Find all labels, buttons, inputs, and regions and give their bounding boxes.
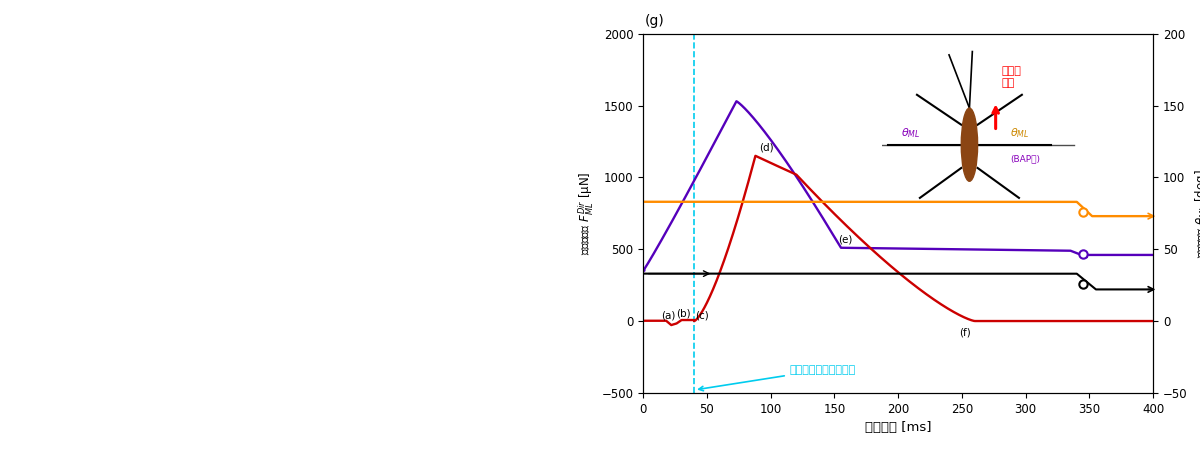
Text: (f): (f) [960,327,971,337]
Text: (d): (d) [760,142,774,152]
Text: (c): (c) [696,310,709,320]
Text: (g): (g) [644,14,664,28]
Text: 仲脚がプローブに接触: 仲脚がプローブに接触 [698,365,856,391]
Y-axis label: 中脚の角度 $\theta_{ML}$ [deg]: 中脚の角度 $\theta_{ML}$ [deg] [1193,169,1200,258]
Text: (a): (a) [661,310,676,320]
X-axis label: 測定時間 [ms]: 測定時間 [ms] [865,421,931,434]
Y-axis label: 中脚の脚力 $F_{ML}^{Dir}$ [μN]: 中脚の脚力 $F_{ML}^{Dir}$ [μN] [576,172,596,255]
Text: 中脚の
脚力: 中脚の 脚力 [1002,66,1021,88]
Text: $\theta_{ML}$: $\theta_{ML}$ [1010,127,1030,141]
Text: (b): (b) [677,308,691,318]
Text: $\theta_{ML}$: $\theta_{ML}$ [901,127,920,141]
Ellipse shape [961,108,978,181]
Text: (e): (e) [839,235,853,245]
Text: (BAP側): (BAP側) [1010,154,1040,163]
